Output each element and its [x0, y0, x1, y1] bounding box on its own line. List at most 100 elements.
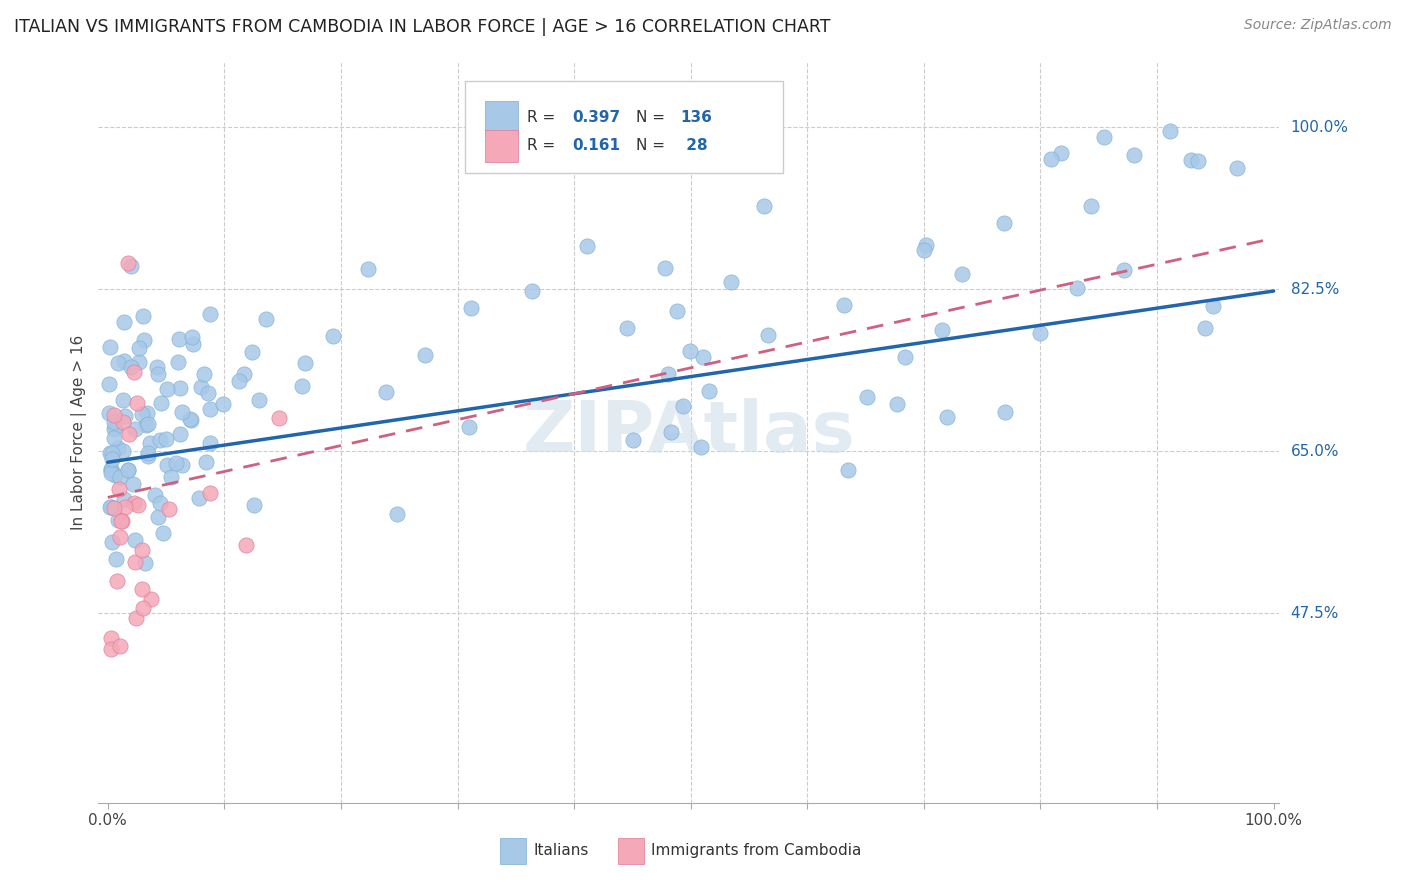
Point: [169, 426, 191, 441]
Point: [97, 376, 120, 391]
Text: 47.5%: 47.5%: [1291, 606, 1339, 621]
Point: [110, 514, 132, 528]
Point: [112, 353, 135, 368]
Point: [108, 530, 131, 544]
Point: [107, 356, 129, 370]
Point: [654, 261, 676, 276]
Point: [128, 355, 150, 369]
Point: [149, 495, 172, 509]
Point: [134, 556, 156, 570]
Point: [98, 500, 121, 514]
Text: R =: R =: [527, 110, 560, 125]
Point: [146, 367, 169, 381]
Point: [228, 374, 250, 388]
Point: [156, 458, 179, 472]
Point: [149, 433, 172, 447]
Point: [127, 498, 149, 512]
Point: [672, 399, 695, 413]
Point: [832, 298, 855, 312]
Point: [111, 514, 134, 528]
Point: [460, 301, 482, 315]
Point: [103, 422, 125, 436]
Text: ITALIAN VS IMMIGRANTS FROM CAMBODIA IN LABOR FORCE | AGE > 16 CORRELATION CHART: ITALIAN VS IMMIGRANTS FROM CAMBODIA IN L…: [14, 18, 831, 36]
Text: R =: R =: [527, 138, 565, 153]
Bar: [485, 102, 517, 133]
Point: [256, 311, 278, 326]
Point: [194, 455, 217, 469]
Point: [127, 396, 149, 410]
Point: [160, 470, 183, 484]
Text: N =: N =: [636, 110, 669, 125]
Point: [100, 631, 122, 645]
Point: [124, 533, 146, 547]
Point: [120, 360, 142, 375]
Point: [181, 329, 204, 343]
Point: [117, 463, 139, 477]
Text: 28: 28: [681, 138, 707, 153]
Point: [118, 426, 141, 441]
Text: N =: N =: [636, 138, 669, 153]
Point: [1226, 161, 1249, 175]
Point: [657, 367, 679, 381]
Point: [125, 611, 148, 625]
Point: [100, 446, 122, 460]
Point: [124, 555, 146, 569]
Point: [131, 543, 153, 558]
Text: Source: ZipAtlas.com: Source: ZipAtlas.com: [1244, 18, 1392, 32]
Point: [136, 417, 159, 432]
Point: [269, 410, 291, 425]
Point: [190, 379, 212, 393]
Point: [131, 407, 153, 421]
Point: [193, 368, 215, 382]
Text: 0.161: 0.161: [572, 138, 620, 153]
Point: [247, 392, 270, 407]
Point: [1201, 299, 1223, 313]
Point: [679, 344, 702, 359]
Text: 82.5%: 82.5%: [1291, 282, 1339, 297]
Point: [100, 451, 122, 466]
Point: [128, 341, 150, 355]
Point: [856, 390, 879, 404]
Point: [235, 538, 257, 552]
Text: ZIPAtlas: ZIPAtlas: [523, 398, 855, 467]
Point: [457, 420, 479, 434]
Point: [98, 406, 121, 420]
Point: [152, 525, 174, 540]
Point: [146, 509, 169, 524]
Point: [100, 462, 122, 476]
Point: [124, 422, 146, 436]
Point: [98, 340, 121, 354]
Point: [122, 365, 145, 379]
Point: [385, 507, 408, 521]
Bar: [619, 838, 644, 864]
Point: [132, 601, 155, 615]
Point: [112, 315, 135, 329]
Point: [666, 304, 689, 318]
Point: [1194, 321, 1216, 335]
Point: [150, 396, 173, 410]
Point: [112, 491, 135, 506]
Text: 136: 136: [681, 110, 713, 125]
Point: [936, 409, 959, 424]
Point: [100, 463, 122, 477]
Point: [720, 275, 742, 289]
Point: [100, 642, 122, 657]
Point: [112, 443, 135, 458]
Point: [120, 259, 142, 273]
Point: [108, 482, 131, 496]
Point: [931, 322, 953, 336]
Point: [104, 419, 127, 434]
Text: 100.0%: 100.0%: [1291, 120, 1348, 135]
Point: [104, 468, 127, 483]
Point: [1029, 326, 1052, 341]
Point: [100, 466, 122, 480]
Point: [1123, 148, 1146, 162]
Point: [1180, 153, 1202, 168]
Point: [616, 321, 638, 335]
Point: [994, 404, 1017, 418]
Point: [1159, 124, 1181, 138]
Point: [139, 592, 162, 607]
Point: [357, 261, 380, 276]
Point: [522, 285, 544, 299]
Point: [575, 239, 598, 253]
